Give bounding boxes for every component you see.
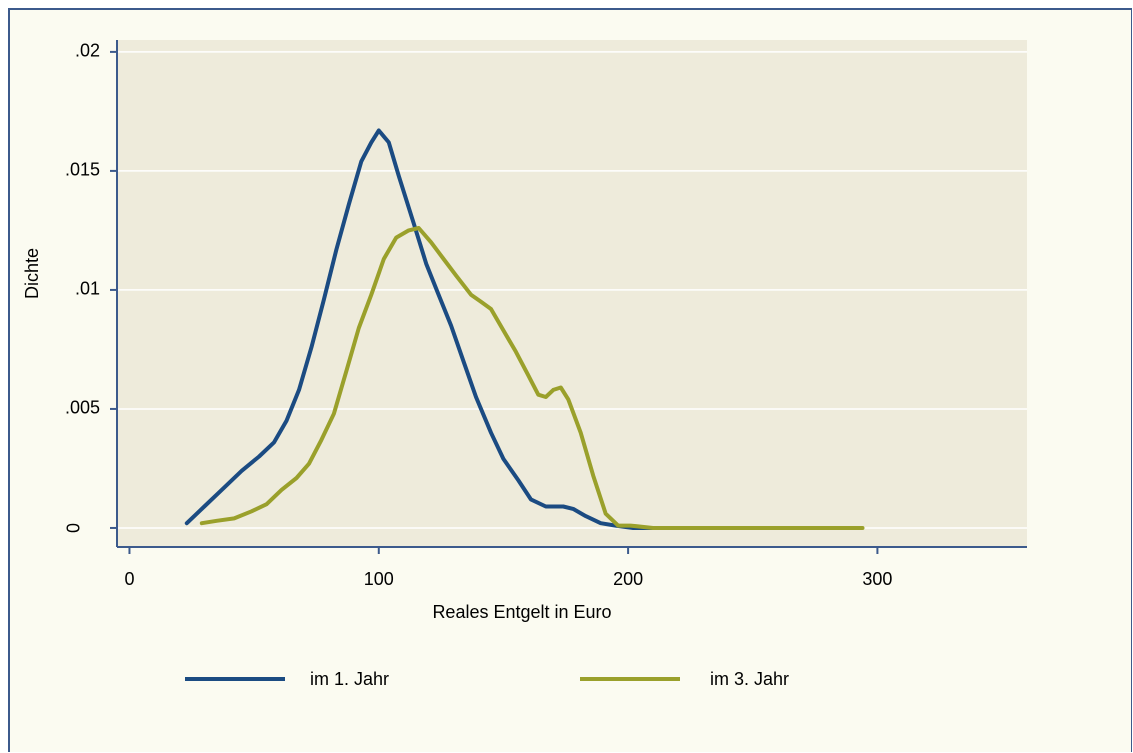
y-tick-label: .015 bbox=[65, 160, 100, 180]
legend-label-2: im 3. Jahr bbox=[710, 669, 789, 689]
legend-label-1: im 1. Jahr bbox=[310, 669, 389, 689]
y-axis-title: Dichte bbox=[22, 248, 42, 299]
series-layer bbox=[184, 128, 865, 530]
x-axis-title: Reales Entgelt in Euro bbox=[432, 602, 611, 622]
x-tick-label: 300 bbox=[862, 569, 892, 589]
legend: im 1. Jahr im 3. Jahr bbox=[185, 669, 789, 689]
y-tick-label: .02 bbox=[75, 41, 100, 61]
series-line-2 bbox=[199, 226, 865, 530]
axes: 0 .005 .01 .015 .02 0 100 200 300 bbox=[64, 40, 1027, 589]
y-tick-label: 0 bbox=[64, 523, 84, 533]
x-tick-label: 200 bbox=[613, 569, 643, 589]
y-tick-label: .005 bbox=[65, 398, 100, 418]
x-tick-label: 100 bbox=[364, 569, 394, 589]
x-tick-label: 0 bbox=[124, 569, 134, 589]
plot-area bbox=[117, 40, 1027, 547]
series-line-1 bbox=[184, 128, 780, 530]
y-tick-label: .01 bbox=[75, 279, 100, 299]
